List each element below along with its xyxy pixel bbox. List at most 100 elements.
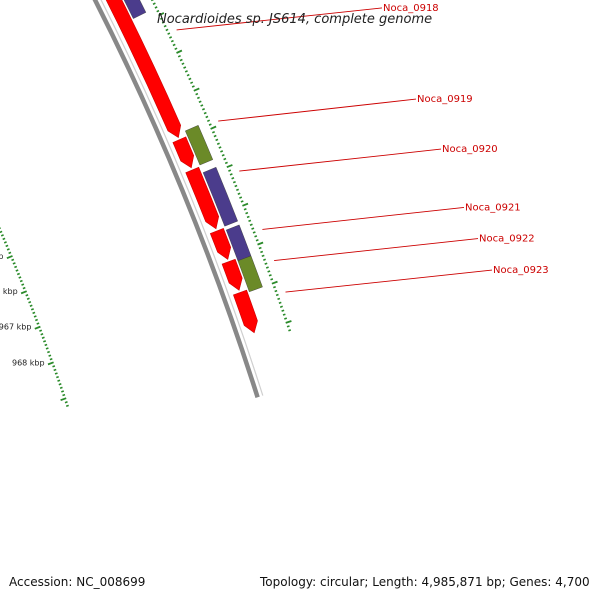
inner-tick-mark	[26, 297, 30, 300]
outer-tick-mark	[198, 100, 202, 103]
inner-tick-mark	[15, 269, 19, 272]
inner-tick-mark	[0, 227, 1, 230]
outer-tick-mark	[275, 293, 279, 297]
outer-tick-mark	[161, 21, 165, 24]
outer-tick-mark	[234, 184, 238, 188]
inner-tick-mark	[39, 329, 43, 332]
inner-tick-mark	[34, 318, 39, 322]
function-block-3	[202, 166, 238, 227]
inner-tick-mark	[44, 343, 48, 347]
outer-tick-mark	[167, 32, 171, 35]
outer-tick-mark	[254, 235, 258, 238]
outer-tick-mark	[226, 164, 233, 169]
outer-tick-mark	[249, 223, 253, 226]
outer-tick-mark	[191, 85, 195, 88]
outer-tick-mark	[172, 43, 176, 47]
inner-tick-mark	[58, 383, 62, 386]
inner-tick-mark	[59, 386, 63, 390]
gene-labels: Noca_0916Noca_0917Noca_0918Noca_0919Noca…	[176, 3, 549, 293]
outer-tick-mark	[285, 320, 292, 324]
outer-tick-mark	[176, 49, 183, 54]
gene-label: Noca_0919	[417, 94, 473, 105]
gene-leader-line	[262, 206, 465, 230]
inner-tick-mark	[11, 258, 15, 262]
inner-tick-mark	[40, 333, 44, 336]
outer-tick-mark	[268, 274, 272, 277]
inner-tick-mark	[47, 350, 50, 354]
outer-tick-mark	[245, 211, 249, 215]
outer-tick-mark	[196, 96, 200, 100]
outer-tick-mark	[221, 153, 225, 157]
outer-tick-mark	[277, 297, 281, 301]
kbp-tick-label: 966 kbp	[0, 287, 18, 296]
outer-tick-mark	[260, 250, 264, 254]
gene-arrow-7	[221, 258, 243, 291]
inner-tick-mark	[12, 262, 16, 265]
inner-tick-mark	[21, 283, 25, 286]
outer-tick-mark	[279, 305, 283, 308]
outer-tick-mark	[278, 301, 282, 304]
gene-label: Noca_0923	[493, 265, 549, 276]
gene-leader-line	[239, 148, 442, 172]
gene-arrow-6	[209, 228, 232, 260]
outer-tick-mark	[174, 47, 178, 51]
outer-tick-mark	[284, 317, 288, 320]
outer-tick-mark	[170, 39, 174, 43]
inner-tick-mark	[33, 315, 37, 318]
gene-label: Noca_0922	[479, 234, 535, 245]
outer-tick-mark	[195, 92, 199, 96]
outer-tick-mark	[213, 134, 217, 138]
outer-tick-mark	[208, 123, 212, 126]
outer-tick-mark	[237, 192, 241, 195]
genome-rings	[92, 0, 264, 398]
inner-tick-mark	[18, 276, 22, 279]
inner-tick-mark	[52, 365, 56, 368]
accession-text: Accession: NC_008699	[9, 575, 146, 589]
outer-tick-mark	[206, 119, 211, 123]
outer-tick-mark	[263, 258, 266, 261]
outer-tick-mark	[265, 266, 269, 269]
outer-tick-mark	[201, 108, 206, 111]
inner-tick-mark	[5, 244, 9, 248]
genome-backbone-outer	[92, 0, 260, 398]
inner-tick-mark	[6, 255, 13, 260]
outer-tick-mark	[258, 246, 262, 250]
gene-leader-line	[176, 7, 383, 31]
inner-tick-mark	[20, 290, 28, 295]
inner-tick-mark	[8, 251, 12, 255]
outer-tick-mark	[224, 161, 228, 165]
function-block-4	[225, 224, 252, 262]
outer-tick-mark	[261, 254, 265, 258]
map-title: Nocardioides sp. JS614, complete genome	[157, 12, 432, 27]
outer-tick-mark	[152, 2, 156, 6]
outer-tick-mark	[231, 177, 235, 180]
outer-tick-mark	[216, 142, 220, 145]
outer-tick-mark	[252, 231, 256, 234]
function-track	[123, 0, 263, 293]
inner-tick-mark	[30, 308, 34, 311]
inner-tick-mark	[32, 311, 36, 315]
outer-tick-mark	[274, 289, 278, 293]
function-block-1	[123, 0, 147, 19]
inner-tick-mark	[56, 375, 59, 379]
gene-label: Noca_0918	[383, 3, 439, 14]
outer-tick-mark	[193, 87, 200, 92]
inner-tick-mark	[53, 368, 57, 372]
inner-tick-mark	[19, 279, 23, 283]
outer-tick-mark	[159, 17, 164, 20]
inner-tick-mark	[41, 336, 45, 339]
inner-tick-mark	[36, 322, 40, 325]
gene-leader-line	[274, 238, 479, 262]
outer-tick-mark	[242, 202, 249, 207]
outer-tick-mark	[200, 104, 204, 107]
genome-backbone-inner	[100, 0, 264, 396]
outer-tick-mark	[223, 157, 227, 161]
outer-tick-mark	[288, 329, 292, 332]
outer-tick-mark	[203, 111, 207, 115]
outer-tick-mark	[186, 73, 190, 77]
inner-tick-mark	[48, 354, 52, 357]
outer-tick-mark	[248, 219, 252, 223]
inner-tick-mark	[61, 390, 65, 393]
function-block-5	[237, 255, 263, 293]
inner-tick-mark	[6, 248, 10, 251]
